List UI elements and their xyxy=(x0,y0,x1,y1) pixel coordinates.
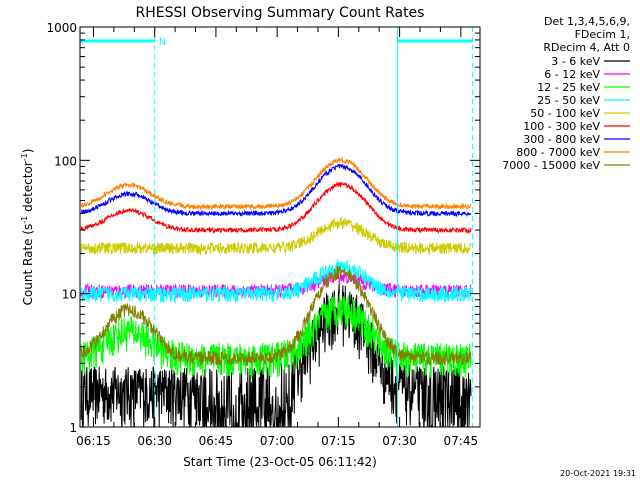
series-line-2 xyxy=(80,293,472,380)
series-line-7 xyxy=(80,156,472,211)
legend-header-line-1: Det 1,3,4,5,6,9, xyxy=(544,15,630,28)
y-axis-label: Count Rate (s-1 detector-1) xyxy=(20,149,35,306)
x-tick-label-2: 06:45 xyxy=(199,434,234,448)
legend-header-line-2: FDecim 1, xyxy=(575,28,630,41)
legend-label-1: 6 - 12 keV xyxy=(544,68,600,81)
series-line-4 xyxy=(80,216,472,256)
legend-label-8: 7000 - 15000 keV xyxy=(502,159,600,172)
y-tick-label-2: 100 xyxy=(54,154,77,168)
night-label-0: N xyxy=(159,37,166,48)
legend-label-3: 25 - 50 keV xyxy=(537,94,600,107)
legend-label-7: 800 - 7000 keV xyxy=(516,146,600,159)
y-axis-label-main: Count Rate (s xyxy=(21,224,35,306)
y-tick-label-3: 1000 xyxy=(46,21,77,35)
footer-timestamp: 20-Oct-2021 19:31 xyxy=(560,469,636,478)
y-tick-label-0: 1 xyxy=(69,421,77,435)
chart-title: RHESSI Observing Summary Count Rates xyxy=(136,5,425,21)
y-tick-label-1: 10 xyxy=(62,288,77,302)
x-tick-label-6: 07:45 xyxy=(444,434,479,448)
x-tick-label-5: 07:30 xyxy=(382,434,417,448)
x-tick-label-3: 07:00 xyxy=(260,434,295,448)
legend-label-2: 12 - 25 keV xyxy=(537,81,600,94)
x-tick-label-0: 06:15 xyxy=(76,434,111,448)
series-line-0 xyxy=(80,283,472,429)
legend-header-line-3: RDecim 4, Att 0 xyxy=(543,41,630,54)
x-axis-label: Start Time (23-Oct-05 06:11:42) xyxy=(183,455,377,469)
y-axis: 1 10 100 1000 xyxy=(46,21,480,435)
legend-label-0: 3 - 6 keV xyxy=(551,55,600,68)
y-axis-label-sup1: -1 xyxy=(20,216,29,224)
legend-label-5: 100 - 300 keV xyxy=(523,120,600,133)
plot-area: N xyxy=(80,27,474,429)
x-axis: 06:15 06:30 06:45 07:00 07:15 07:30 07:45 xyxy=(76,27,478,448)
series-line-6 xyxy=(80,163,472,218)
x-tick-label-1: 06:30 xyxy=(137,434,172,448)
y-axis-label-sup2: -1 xyxy=(20,153,29,161)
legend-label-4: 50 - 100 keV xyxy=(530,107,600,120)
x-tick-label-4: 07:15 xyxy=(321,434,356,448)
series-line-5 xyxy=(80,181,472,235)
series-line-3 xyxy=(80,259,472,304)
series-line-8 xyxy=(80,265,472,367)
legend-label-6: 300 - 800 keV xyxy=(523,133,600,146)
y-axis-label-end: ) xyxy=(21,149,35,154)
y-axis-label-mid: detector xyxy=(21,161,35,216)
plot-frame xyxy=(79,26,481,428)
